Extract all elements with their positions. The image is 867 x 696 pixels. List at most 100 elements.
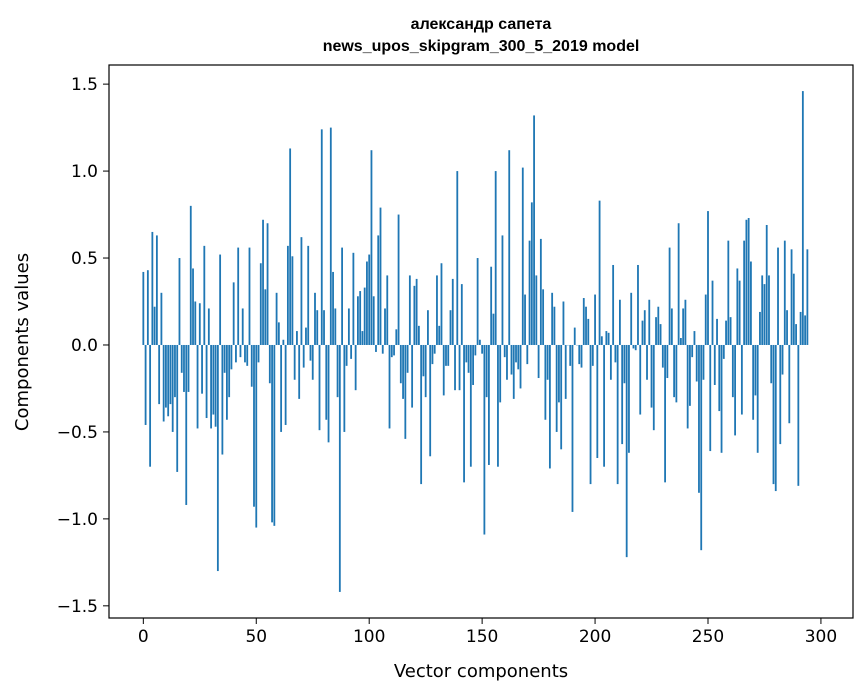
bar-245 xyxy=(695,344,698,382)
bar-292 xyxy=(801,91,804,345)
bar-251 xyxy=(709,344,712,452)
bar-71 xyxy=(302,344,305,368)
bar-102 xyxy=(372,296,375,345)
bar-14 xyxy=(174,344,176,398)
bar-6 xyxy=(155,235,158,345)
bar-198 xyxy=(589,344,592,485)
bar-180 xyxy=(548,344,551,469)
bar-18 xyxy=(183,344,185,392)
bar-289 xyxy=(795,324,797,345)
bar-123 xyxy=(420,344,423,485)
bar-259 xyxy=(727,240,730,345)
bar-166 xyxy=(517,344,520,370)
bar-151 xyxy=(483,344,486,535)
bar-20 xyxy=(187,344,190,392)
bar-59 xyxy=(275,292,278,345)
bar-235 xyxy=(673,344,676,398)
bar-78 xyxy=(318,344,321,431)
bar-171 xyxy=(528,240,531,345)
bar-253 xyxy=(713,344,716,385)
bar-103 xyxy=(375,344,377,352)
bar-162 xyxy=(508,150,511,345)
bar-236 xyxy=(675,344,678,403)
bar-114 xyxy=(399,344,402,384)
bar-226 xyxy=(652,344,655,431)
x-tick-label: 300 xyxy=(805,627,837,647)
bar-24 xyxy=(196,344,199,429)
bar-283 xyxy=(781,344,784,375)
bar-101 xyxy=(370,150,373,345)
bar-84 xyxy=(332,271,334,345)
bar-23 xyxy=(194,301,197,345)
chart-title-line2: news_upos_skipgram_300_5_2019 model xyxy=(323,38,640,55)
bar-75 xyxy=(311,344,314,380)
bar-288 xyxy=(792,273,795,345)
bar-273 xyxy=(759,311,761,345)
bar-5 xyxy=(153,306,156,345)
bar-244 xyxy=(693,331,696,345)
bar-95 xyxy=(357,296,359,345)
bar-110 xyxy=(390,344,393,358)
bar-183 xyxy=(555,344,558,432)
bar-212 xyxy=(621,344,624,445)
bar-96 xyxy=(359,291,362,345)
bar-99 xyxy=(366,261,368,345)
bar-211 xyxy=(619,299,621,345)
bar-77 xyxy=(316,310,319,345)
bar-62 xyxy=(282,339,285,345)
x-axis-label: Vector components xyxy=(394,661,568,682)
bar-286 xyxy=(788,344,791,424)
bar-53 xyxy=(262,219,264,345)
bar-39 xyxy=(230,344,233,370)
bar-141 xyxy=(460,284,463,345)
bar-47 xyxy=(248,247,251,345)
bar-294 xyxy=(806,249,809,345)
bar-258 xyxy=(725,320,727,345)
bar-206 xyxy=(607,332,610,345)
bar-161 xyxy=(506,344,508,380)
bar-21 xyxy=(189,205,192,345)
bar-156 xyxy=(494,171,497,345)
bar-4 xyxy=(151,231,154,345)
bar-152 xyxy=(485,344,488,398)
bar-254 xyxy=(716,318,718,345)
bar-87 xyxy=(338,344,341,592)
bar-160 xyxy=(503,344,506,358)
bar-8 xyxy=(160,292,163,345)
bar-155 xyxy=(492,313,495,345)
bar-34 xyxy=(219,254,222,345)
y-tick-label: 1.0 xyxy=(71,162,98,182)
bar-54 xyxy=(264,289,267,345)
bar-173 xyxy=(533,115,535,345)
bar-270 xyxy=(752,344,755,420)
bar-79 xyxy=(320,129,323,345)
y-tick-label: −1.5 xyxy=(57,597,98,617)
bar-125 xyxy=(424,344,427,398)
bar-274 xyxy=(761,275,764,345)
bar-196 xyxy=(585,306,587,345)
bar-81 xyxy=(325,344,328,420)
bar-29 xyxy=(207,308,210,345)
bar-22 xyxy=(192,268,194,345)
bar-207 xyxy=(609,344,612,380)
bar-246 xyxy=(698,344,700,493)
bar-213 xyxy=(623,344,626,384)
bar-168 xyxy=(521,167,524,345)
bar-223 xyxy=(646,344,648,380)
bar-130 xyxy=(436,275,438,345)
bar-217 xyxy=(632,344,635,349)
bar-261 xyxy=(731,344,734,398)
bar-73 xyxy=(307,245,310,345)
bar-240 xyxy=(684,299,687,345)
bar-214 xyxy=(625,344,628,558)
bar-148 xyxy=(476,258,479,345)
bar-135 xyxy=(447,344,450,366)
bar-41 xyxy=(235,344,237,363)
bar-113 xyxy=(397,214,400,345)
y-tick-label: −1.0 xyxy=(57,510,98,530)
x-tick-label: 250 xyxy=(692,627,724,647)
bar-100 xyxy=(368,254,371,345)
bar-264 xyxy=(738,280,741,345)
